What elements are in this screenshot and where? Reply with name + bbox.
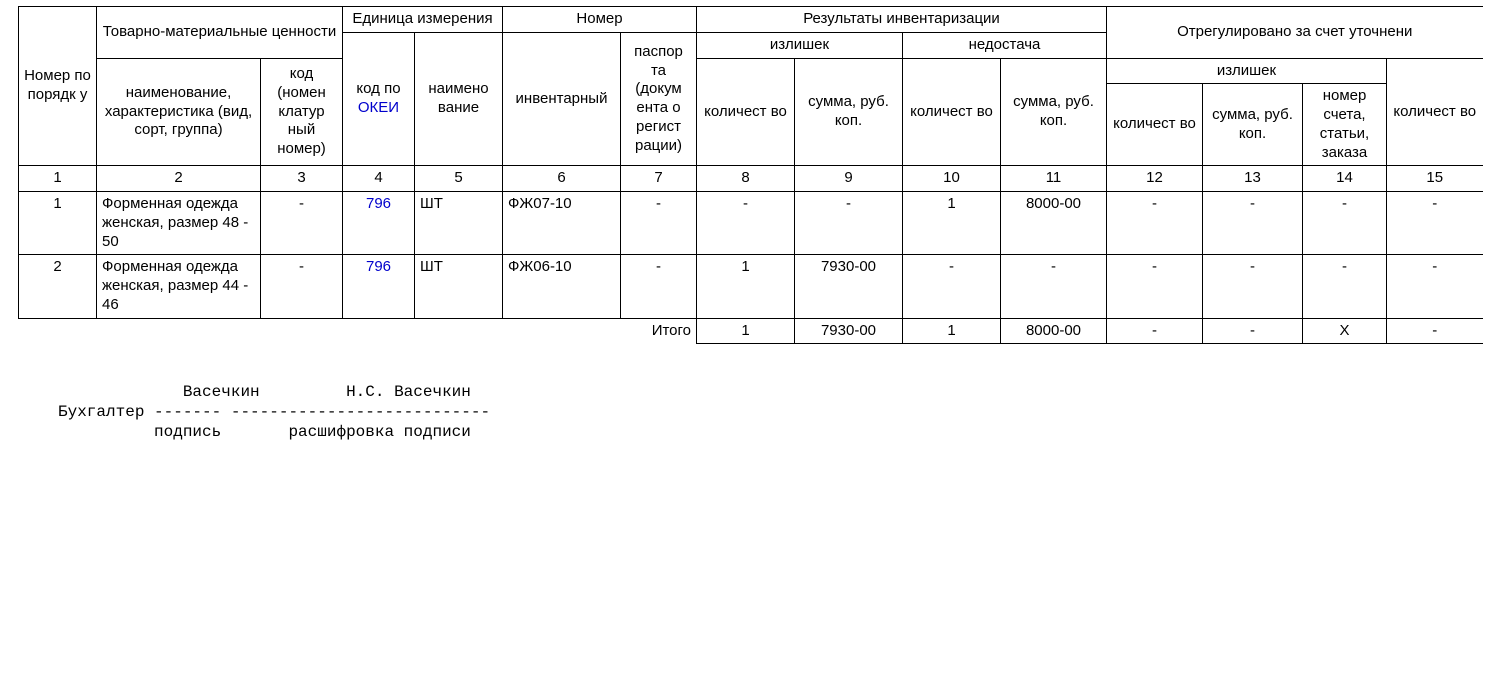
colnum: 3: [261, 166, 343, 192]
inventory-table: Номер по порядк у Товарно-материальные ц…: [18, 6, 1483, 344]
cell-unit: ШТ: [415, 192, 503, 255]
colnum: 13: [1203, 166, 1303, 192]
hdr-results: Результаты инвентаризации: [697, 7, 1107, 33]
cell-shs: -: [1001, 255, 1107, 318]
sig-line2: Бухгалтер ------- ----------------------…: [58, 403, 490, 421]
totals-label: Итого: [621, 318, 697, 344]
cell-a13: -: [1203, 255, 1303, 318]
hdr-surplus-qty: количест во: [697, 58, 795, 166]
cell-n: 2: [19, 255, 97, 318]
colnum: 10: [903, 166, 1001, 192]
table-row: 1 Форменная одежда женская, размер 48 - …: [19, 192, 1483, 255]
cell-surs: 7930-00: [795, 255, 903, 318]
cell-surq: 1: [697, 255, 795, 318]
cell-unit: ШТ: [415, 255, 503, 318]
hdr-okei-code: код по ОКЕИ: [343, 32, 415, 166]
hdr-adj-acct: номер счета, статьи, заказа: [1303, 84, 1387, 166]
hdr-shortage: недостача: [903, 32, 1107, 58]
hdr-code-nomen: код (номен клатур ный номер): [261, 58, 343, 166]
colnum: 14: [1303, 166, 1387, 192]
colnum: 15: [1387, 166, 1483, 192]
cell-a12: -: [1107, 192, 1203, 255]
sig-line3: подпись расшифровка подписи: [58, 423, 471, 441]
cell-a14: -: [1303, 192, 1387, 255]
colnum: 8: [697, 166, 795, 192]
cell-inv: ФЖ07-10: [503, 192, 621, 255]
hdr-goods: Товарно-материальные ценности: [97, 7, 343, 59]
colnum: 12: [1107, 166, 1203, 192]
totals-row: Итого 1 7930-00 1 8000-00 - - X -: [19, 318, 1483, 344]
cell-a13: -: [1203, 192, 1303, 255]
colnum: 9: [795, 166, 903, 192]
signature-block: Васечкин Н.С. Васечкин Бухгалтер -------…: [58, 382, 1500, 442]
cell-name: Форменная одежда женская, размер 48 - 50: [97, 192, 261, 255]
table-row: 2 Форменная одежда женская, размер 44 - …: [19, 255, 1483, 318]
cell-a15: -: [1387, 192, 1483, 255]
sig-line1: Васечкин Н.С. Васечкин: [58, 383, 471, 401]
hdr-shortage-sum: сумма, руб. коп.: [1001, 58, 1107, 166]
colnum: 1: [19, 166, 97, 192]
colnum: 7: [621, 166, 697, 192]
totals-a12: -: [1107, 318, 1203, 344]
hdr-adj-sum: сумма, руб. коп.: [1203, 84, 1303, 166]
cell-a12: -: [1107, 255, 1203, 318]
hdr-shortage-qty: количест во: [903, 58, 1001, 166]
cell-okei[interactable]: 796: [343, 192, 415, 255]
cell-n: 1: [19, 192, 97, 255]
hdr-passport: паспор та (докум ента о регист рации): [621, 32, 697, 166]
cell-pass: -: [621, 255, 697, 318]
column-number-row: 1 2 3 4 5 6 7 8 9 10 11 12 13 14 15: [19, 166, 1483, 192]
hdr-name-char: наименование, характеристика (вид, сорт,…: [97, 58, 261, 166]
totals-surq: 1: [697, 318, 795, 344]
cell-okei[interactable]: 796: [343, 255, 415, 318]
colnum: 5: [415, 166, 503, 192]
hdr-unit: Единица измерения: [343, 7, 503, 33]
cell-surq: -: [697, 192, 795, 255]
hdr-unit-name: наимено вание: [415, 32, 503, 166]
colnum: 6: [503, 166, 621, 192]
cell-a14: -: [1303, 255, 1387, 318]
colnum: 11: [1001, 166, 1107, 192]
cell-inv: ФЖ06-10: [503, 255, 621, 318]
totals-a14: X: [1303, 318, 1387, 344]
cell-shq: -: [903, 255, 1001, 318]
hdr-surplus-sum: сумма, руб. коп.: [795, 58, 903, 166]
hdr-adj-surplus: излишек: [1107, 58, 1387, 84]
cell-shq: 1: [903, 192, 1001, 255]
totals-a15: -: [1387, 318, 1483, 344]
cell-a15: -: [1387, 255, 1483, 318]
okei-link[interactable]: ОКЕИ: [358, 99, 399, 116]
hdr-adjusted: Отрегулировано за счет уточнени: [1107, 7, 1483, 59]
hdr-surplus: излишек: [697, 32, 903, 58]
cell-pass: -: [621, 192, 697, 255]
hdr-number: Номер: [503, 7, 697, 33]
cell-surs: -: [795, 192, 903, 255]
colnum: 4: [343, 166, 415, 192]
cell-code: -: [261, 192, 343, 255]
cell-code: -: [261, 255, 343, 318]
totals-a13: -: [1203, 318, 1303, 344]
cell-shs: 8000-00: [1001, 192, 1107, 255]
hdr-inventory: инвентарный: [503, 32, 621, 166]
colnum: 2: [97, 166, 261, 192]
cell-name: Форменная одежда женская, размер 44 - 46: [97, 255, 261, 318]
hdr-order-no: Номер по порядк у: [19, 7, 97, 166]
totals-shs: 8000-00: [1001, 318, 1107, 344]
hdr-adj-qty2: количест во: [1387, 58, 1483, 166]
totals-shq: 1: [903, 318, 1001, 344]
totals-surs: 7930-00: [795, 318, 903, 344]
hdr-adj-qty: количест во: [1107, 84, 1203, 166]
